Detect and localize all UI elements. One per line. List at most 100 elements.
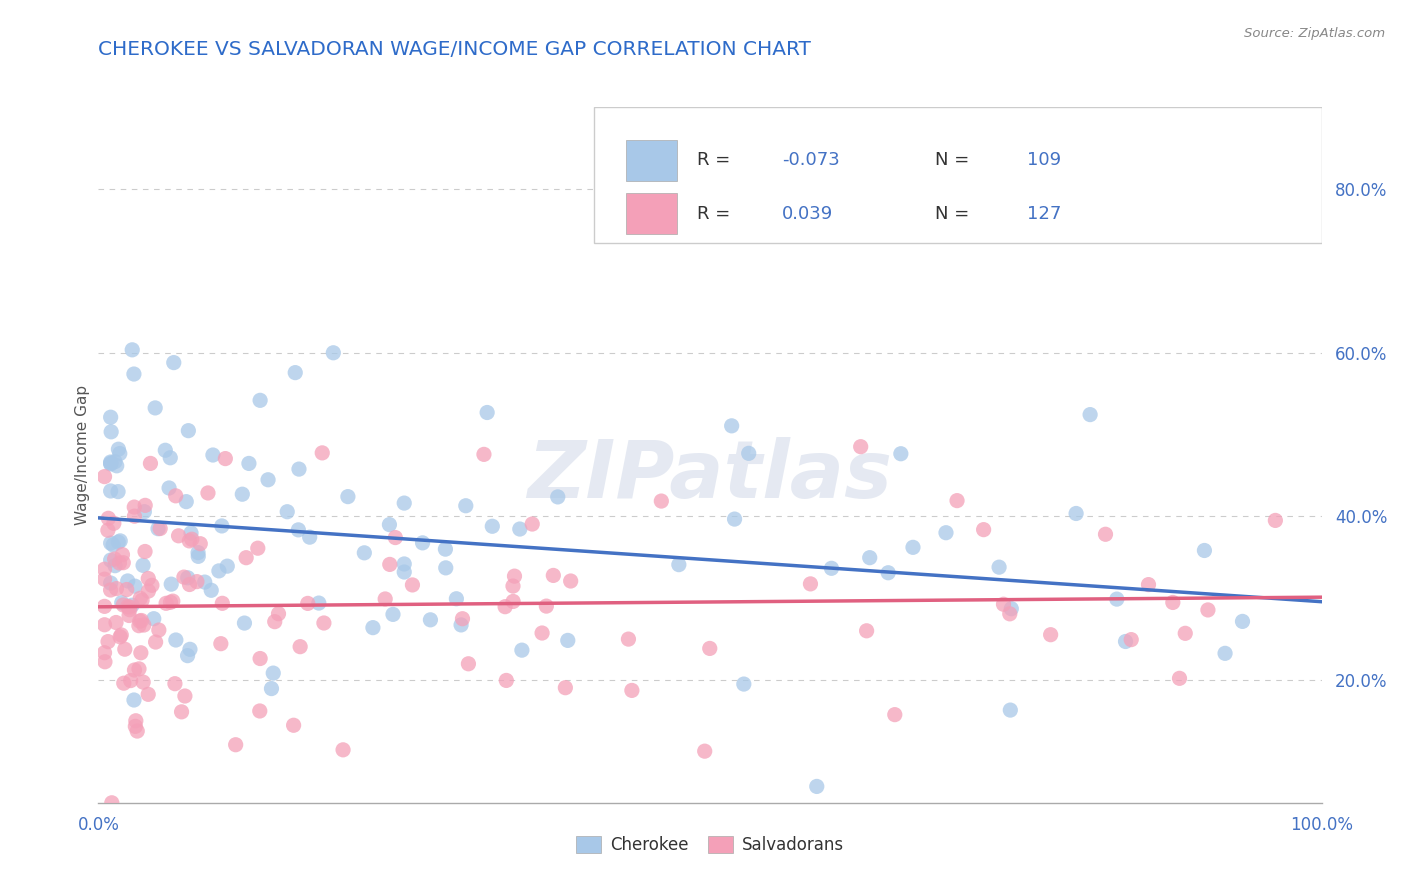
Point: [401, 578, 423, 592]
Point: [378, 517, 401, 532]
Point: [543, 568, 565, 582]
Point: [148, 623, 170, 637]
Point: [128, 618, 150, 632]
Point: [249, 651, 271, 665]
Point: [141, 578, 163, 592]
Point: [502, 594, 524, 608]
Point: [1000, 601, 1022, 615]
Point: [820, 561, 842, 575]
Point: [176, 648, 198, 663]
Point: [93, 572, 115, 586]
Point: [197, 486, 219, 500]
FancyBboxPatch shape: [626, 194, 678, 235]
Point: [122, 367, 145, 381]
Point: [1213, 646, 1236, 660]
Point: [177, 571, 200, 585]
Point: [112, 598, 135, 612]
Point: [973, 523, 995, 537]
Point: [1197, 603, 1219, 617]
Text: Source: ZipAtlas.com: Source: ZipAtlas.com: [1244, 27, 1385, 40]
Point: [100, 455, 122, 469]
Point: [132, 675, 155, 690]
Point: [103, 552, 125, 566]
Point: [159, 595, 181, 609]
Point: [118, 608, 141, 623]
Point: [122, 693, 145, 707]
Point: [288, 640, 311, 654]
Point: [211, 519, 233, 533]
Point: [105, 582, 128, 596]
Point: [799, 577, 821, 591]
Point: [97, 523, 120, 537]
Point: [849, 440, 872, 454]
FancyBboxPatch shape: [593, 107, 1322, 243]
Point: [129, 591, 152, 606]
Point: [180, 525, 202, 540]
Point: [723, 512, 745, 526]
Point: [124, 509, 146, 524]
Point: [131, 593, 153, 607]
Point: [100, 576, 122, 591]
Point: [419, 613, 441, 627]
Point: [97, 634, 120, 648]
Point: [988, 560, 1011, 574]
Point: [100, 410, 122, 425]
Text: N =: N =: [935, 205, 976, 223]
Point: [122, 500, 145, 514]
Text: R =: R =: [696, 152, 735, 169]
Point: [382, 607, 405, 622]
Point: [235, 550, 257, 565]
Point: [112, 676, 135, 690]
Point: [502, 579, 524, 593]
Point: [1105, 592, 1128, 607]
Point: [620, 683, 643, 698]
Point: [108, 446, 131, 460]
Point: [117, 574, 139, 588]
Point: [110, 628, 132, 642]
Text: -0.073: -0.073: [782, 152, 839, 169]
Point: [1194, 543, 1216, 558]
Point: [179, 642, 201, 657]
Point: [160, 577, 183, 591]
Point: [392, 565, 416, 579]
Point: [174, 494, 197, 508]
Point: [1264, 513, 1286, 527]
Point: [225, 738, 247, 752]
Point: [434, 542, 457, 557]
Point: [883, 707, 905, 722]
Point: [257, 473, 280, 487]
Point: [93, 562, 115, 576]
Point: [115, 582, 138, 597]
Point: [1168, 671, 1191, 685]
Point: [100, 456, 122, 470]
Point: [146, 522, 169, 536]
Point: [107, 484, 129, 499]
Point: [481, 519, 503, 533]
Point: [249, 393, 271, 408]
Point: [446, 591, 468, 606]
Point: [249, 704, 271, 718]
Point: [142, 612, 165, 626]
Point: [284, 366, 307, 380]
Point: [111, 548, 134, 562]
Point: [155, 596, 177, 610]
Text: 109: 109: [1026, 152, 1062, 169]
Point: [287, 523, 309, 537]
Point: [139, 457, 162, 471]
Point: [353, 546, 375, 560]
Point: [547, 490, 569, 504]
Point: [93, 599, 115, 614]
Y-axis label: Wage/Income Gap: Wage/Income Gap: [75, 384, 90, 525]
Point: [165, 489, 187, 503]
Text: ZIPatlas: ZIPatlas: [527, 437, 893, 515]
Point: [105, 615, 128, 630]
Point: [101, 796, 124, 810]
Point: [149, 522, 172, 536]
Point: [311, 446, 333, 460]
Point: [186, 574, 208, 589]
Point: [214, 451, 236, 466]
Point: [170, 705, 193, 719]
Point: [668, 558, 690, 572]
Point: [201, 448, 224, 462]
Point: [308, 596, 330, 610]
